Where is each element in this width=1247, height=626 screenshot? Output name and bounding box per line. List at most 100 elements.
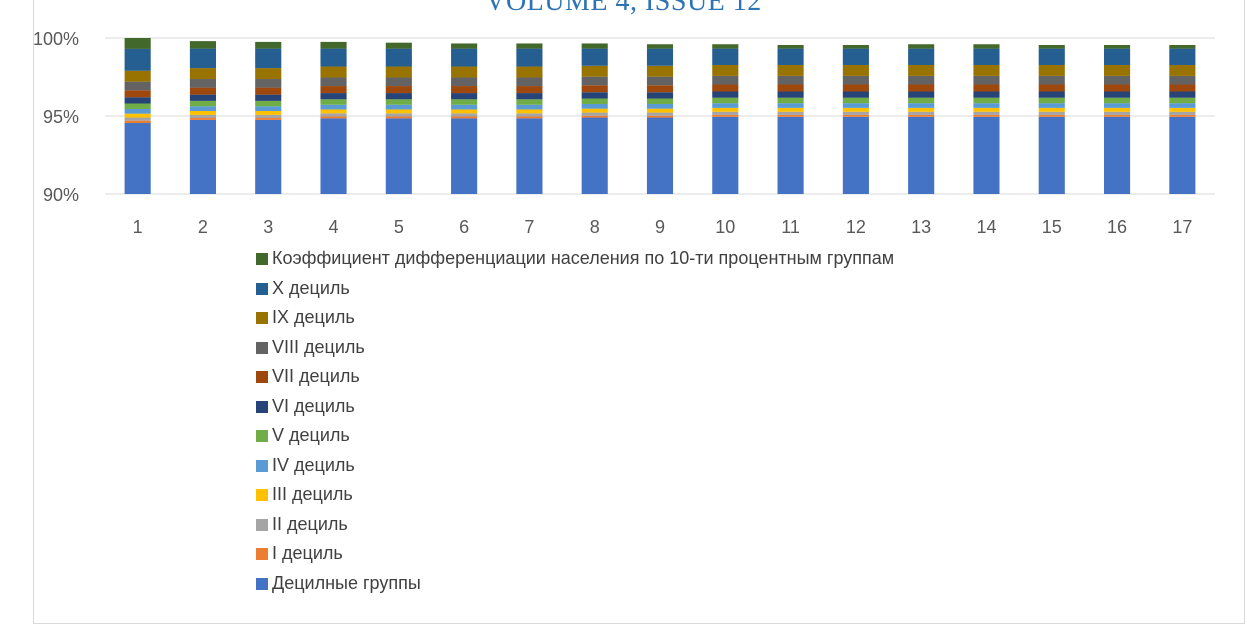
bar-segment — [712, 114, 739, 117]
bar-segment — [189, 118, 216, 120]
bar-segment — [646, 76, 674, 86]
bar-segment — [255, 41, 282, 49]
bar-segment — [908, 44, 935, 49]
bar-segment — [1104, 91, 1131, 98]
bar-segment — [385, 42, 412, 49]
bar-segment — [908, 97, 935, 104]
legend-swatch — [256, 430, 268, 442]
legend-label: V дециль — [272, 425, 350, 445]
bar-segment — [973, 116, 1000, 194]
bar-segment — [908, 111, 935, 115]
bar-segment — [777, 103, 804, 108]
bar-segment — [712, 116, 739, 194]
bar-segment — [908, 75, 935, 85]
bar-segment — [842, 116, 869, 194]
bar-segment — [842, 103, 869, 108]
legend-swatch — [256, 371, 268, 383]
chart-frame — [33, 0, 1245, 624]
bar-segment — [1038, 116, 1065, 194]
bar-segment — [1169, 103, 1196, 108]
bar-segment — [320, 109, 347, 114]
bar-segment — [973, 75, 1000, 85]
bar-segment — [1169, 75, 1196, 85]
bar-segment — [973, 44, 1000, 49]
bar-segment — [842, 114, 869, 117]
bar-segment — [516, 48, 543, 67]
x-tick-label: 1 — [133, 217, 143, 237]
bar-segment — [320, 93, 347, 100]
bar-segment — [255, 106, 282, 112]
x-tick-label: 10 — [715, 217, 735, 237]
x-tick-label: 9 — [655, 217, 665, 237]
y-tick-label: 100% — [33, 29, 79, 49]
bar-segment — [1104, 114, 1131, 117]
bar-segment — [516, 43, 543, 49]
bar-segment — [842, 97, 869, 104]
bar-segment — [320, 66, 347, 78]
bar-segment — [1038, 103, 1065, 108]
bar-segment — [646, 85, 674, 93]
bar-segment — [1038, 97, 1065, 104]
bar-segment — [973, 114, 1000, 117]
bar-segment — [1104, 107, 1131, 112]
bar-segment — [255, 48, 282, 69]
bar-segment — [1038, 111, 1065, 115]
legend-label: VIII дециль — [272, 336, 365, 357]
chart-legend: Коэффициент дифференциации населения по … — [256, 246, 894, 600]
bar-segment — [255, 87, 282, 95]
legend-swatch — [256, 341, 268, 354]
legend-label: VII дециль — [272, 366, 360, 386]
bar-segment — [516, 66, 543, 78]
legend-label: I дециль — [272, 543, 343, 563]
bar-segment — [581, 103, 608, 109]
bar-segment — [712, 97, 739, 104]
x-tick-label: 12 — [846, 217, 866, 237]
legend-swatch — [256, 312, 268, 324]
bar-segment — [777, 45, 804, 49]
bar-segment — [255, 111, 282, 115]
bar-segment — [646, 44, 674, 49]
bar-segment — [712, 48, 739, 65]
legend-item: IX дециль — [256, 305, 894, 335]
x-tick-label: 8 — [590, 217, 600, 237]
bar-segment — [385, 86, 412, 94]
bar-segment — [777, 114, 804, 117]
x-tick-label: 6 — [459, 217, 469, 237]
bar-segment — [842, 107, 869, 112]
bar-segment — [1169, 97, 1196, 104]
bar-segment — [842, 84, 869, 92]
bar-segment — [646, 65, 674, 77]
bar-segment — [124, 97, 151, 104]
bar-segment — [124, 48, 151, 71]
bar-segment — [124, 38, 151, 49]
bar-segment — [451, 86, 478, 94]
bar-segment — [255, 119, 282, 194]
bar-segment — [189, 48, 216, 69]
bar-segment — [581, 117, 608, 194]
bar-segment — [516, 118, 543, 194]
bar-segment — [646, 48, 674, 66]
bar-segment — [646, 98, 674, 104]
bar-segment — [385, 118, 412, 194]
bar-segment — [973, 107, 1000, 112]
x-tick-label: 17 — [1172, 217, 1192, 237]
bar-segment — [1038, 64, 1065, 76]
bar-segment — [320, 86, 347, 94]
bar-segment — [646, 115, 674, 118]
bar-segment — [189, 114, 216, 119]
legend-label: Коэффициент дифференциации населения по … — [272, 248, 895, 268]
x-tick-label: 16 — [1107, 217, 1127, 237]
bar-segment — [973, 64, 1000, 76]
legend-swatch — [256, 400, 268, 413]
bar-segment — [385, 116, 412, 119]
bar-segment — [516, 113, 543, 117]
bar-segment — [516, 116, 543, 119]
bar-segment — [712, 75, 739, 85]
bar-segment — [777, 97, 804, 104]
bar-segment — [1104, 64, 1131, 76]
header-title: VOLUME 4, ISSUE 12 — [485, 0, 762, 17]
bar-segment — [451, 66, 478, 78]
bar-segment — [646, 92, 674, 99]
bar-segment — [581, 92, 608, 99]
bar-segment — [973, 48, 1000, 65]
